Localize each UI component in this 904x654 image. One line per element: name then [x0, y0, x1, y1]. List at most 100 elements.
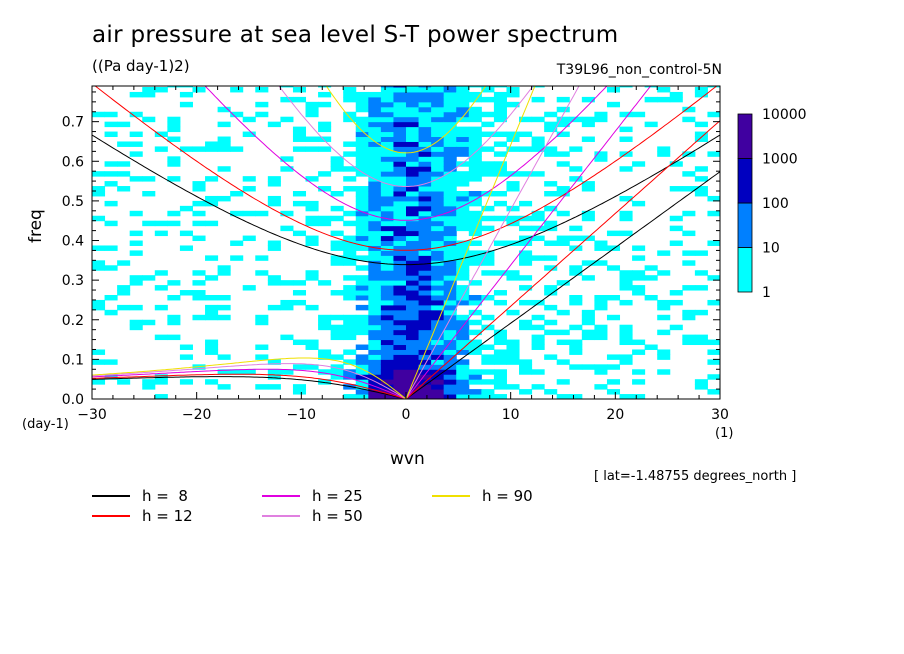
heatmap-cell — [142, 176, 156, 182]
heatmap-cell — [318, 215, 332, 222]
heatmap-cell — [456, 374, 470, 380]
heatmap-cell — [669, 91, 683, 98]
heatmap-cell — [418, 240, 432, 246]
colorbar-label: 100 — [762, 196, 789, 212]
heatmap-cell — [104, 161, 118, 167]
heatmap-cell — [431, 290, 445, 296]
dispersion-curve — [325, 86, 487, 154]
heatmap-cell — [544, 319, 558, 326]
heatmap-cell — [481, 86, 495, 88]
y-tick-label: 0.4 — [62, 234, 84, 250]
heatmap-cell — [380, 344, 394, 350]
heatmap-cell — [406, 250, 420, 256]
heatmap-cell — [406, 265, 420, 271]
heatmap-cell — [167, 319, 181, 326]
heatmap-cell — [393, 359, 407, 365]
heatmap-cell — [456, 141, 470, 147]
heatmap-cell — [406, 181, 420, 187]
heatmap-cell — [606, 230, 621, 237]
heatmap-cell — [456, 181, 470, 187]
heatmap-cell — [606, 379, 621, 385]
heatmap-cell — [380, 195, 394, 202]
heatmap-cell — [456, 290, 470, 296]
heatmap-cell — [468, 225, 482, 232]
heatmap-cell — [205, 200, 219, 207]
heatmap-cell — [406, 394, 420, 399]
heatmap-cell — [506, 220, 520, 227]
heatmap-cell — [456, 275, 470, 281]
heatmap-cell — [443, 319, 457, 326]
heatmap-cell — [556, 116, 570, 123]
heatmap-cell — [594, 384, 608, 390]
heatmap-cell — [167, 176, 181, 182]
heatmap-cell — [619, 215, 633, 222]
heatmap-cell — [167, 280, 181, 286]
heatmap-cell — [431, 359, 445, 365]
heatmap-cell — [305, 220, 319, 227]
heatmap-cell — [506, 359, 520, 365]
heatmap-cell — [569, 364, 583, 370]
heatmap-cell — [406, 200, 420, 207]
heatmap-cell — [506, 101, 520, 108]
heatmap-cell — [355, 210, 369, 217]
heatmap-cell — [167, 116, 181, 123]
heatmap-cell — [192, 210, 206, 217]
heatmap-cell — [443, 324, 457, 331]
heatmap-cell — [192, 280, 206, 286]
heatmap-cell — [117, 285, 131, 291]
heatmap-cell — [468, 131, 482, 138]
heatmap-cell — [506, 270, 520, 276]
heatmap-cell — [720, 379, 733, 384]
heatmap-cell — [720, 290, 733, 295]
heatmap-cell — [205, 344, 219, 350]
heatmap-cell — [217, 106, 231, 113]
heatmap-cell — [355, 319, 369, 326]
heatmap-cell — [556, 339, 570, 346]
heatmap-cell — [355, 225, 369, 232]
heatmap-cell — [92, 186, 106, 192]
heatmap-cell — [657, 96, 671, 103]
heatmap-cell — [167, 220, 181, 227]
heatmap-cell — [481, 389, 495, 395]
heatmap-cell — [368, 349, 382, 355]
heatmap-cell — [544, 220, 558, 227]
heatmap-cell — [519, 116, 533, 123]
heatmap-cell — [619, 111, 633, 118]
heatmap-cell — [694, 121, 708, 128]
heatmap-cell — [355, 121, 369, 128]
heatmap-cell — [443, 86, 457, 93]
legend-item-h12: h = 12 — [92, 507, 193, 525]
heatmap-cell — [443, 176, 457, 182]
heatmap-cell — [368, 255, 382, 261]
heatmap-cell — [443, 86, 457, 88]
heatmap-cell — [368, 344, 382, 350]
heatmap-cell — [380, 309, 394, 316]
heatmap-cell — [581, 364, 595, 370]
heatmap-cell — [468, 200, 482, 207]
x-tick-label: −30 — [77, 407, 107, 423]
heatmap-cell — [493, 101, 507, 108]
heatmap-cell — [720, 151, 733, 156]
heatmap-cell — [406, 136, 420, 142]
heatmap-cell — [619, 275, 633, 281]
heatmap-cell — [167, 121, 181, 128]
heatmap-cell — [431, 205, 445, 212]
heatmap-cell — [368, 374, 382, 380]
heatmap-cell — [606, 101, 621, 108]
heatmap-cell — [292, 96, 307, 103]
heatmap-cell — [569, 270, 583, 276]
heatmap-cell — [393, 304, 407, 311]
heatmap-cell — [418, 359, 432, 365]
heatmap-cell — [343, 250, 357, 256]
heatmap-cell — [330, 369, 344, 375]
heatmap-cell — [556, 235, 570, 242]
heatmap-cell — [368, 136, 382, 142]
heatmap-cell — [493, 171, 507, 177]
heatmap-cell — [142, 220, 156, 227]
heatmap-cell — [230, 369, 244, 375]
heatmap-cell — [632, 369, 646, 375]
heatmap-cell — [443, 250, 457, 256]
heatmap-cell — [694, 334, 708, 341]
heatmap-cell — [318, 121, 332, 128]
heatmap-cell — [468, 86, 482, 88]
